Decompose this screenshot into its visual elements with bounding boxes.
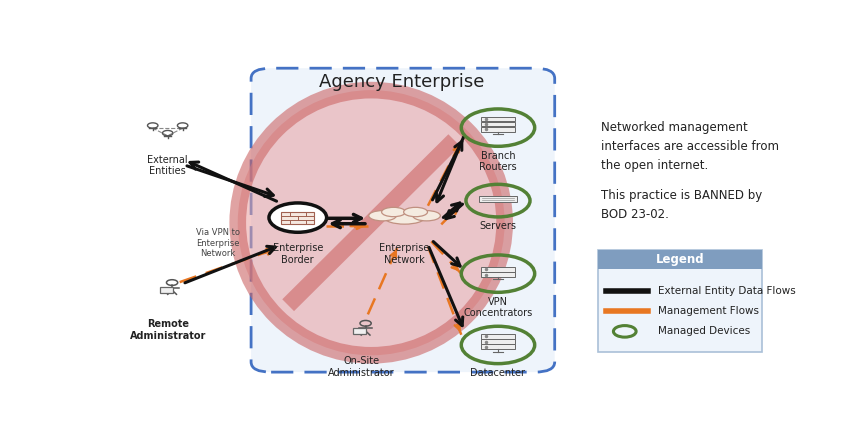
Text: Legend: Legend (655, 253, 704, 266)
Text: Servers: Servers (480, 221, 517, 231)
FancyBboxPatch shape (598, 250, 761, 269)
FancyBboxPatch shape (159, 288, 173, 293)
Text: Enterprise
Network: Enterprise Network (380, 243, 430, 265)
Text: Datacenter: Datacenter (470, 368, 525, 378)
Ellipse shape (412, 211, 440, 221)
FancyBboxPatch shape (480, 344, 516, 349)
Ellipse shape (404, 207, 428, 217)
Text: Agency Enterprise: Agency Enterprise (319, 73, 484, 91)
Circle shape (269, 203, 326, 232)
Text: VPN
Concentrators: VPN Concentrators (463, 297, 533, 318)
Ellipse shape (381, 207, 406, 217)
FancyBboxPatch shape (353, 328, 366, 334)
Text: Via VPN to
Enterprise
Network: Via VPN to Enterprise Network (195, 228, 239, 258)
Text: This practice is BANNED by
BOD 23-02.: This practice is BANNED by BOD 23-02. (601, 189, 763, 221)
FancyBboxPatch shape (251, 68, 554, 372)
Text: Enterprise
Border: Enterprise Border (273, 243, 323, 265)
Text: Networked management
interfaces are accessible from
the open internet.: Networked management interfaces are acce… (601, 121, 779, 172)
Text: Managed Devices: Managed Devices (658, 326, 751, 336)
Text: Management Flows: Management Flows (658, 306, 759, 316)
FancyBboxPatch shape (480, 127, 516, 131)
FancyBboxPatch shape (480, 272, 516, 277)
FancyBboxPatch shape (480, 334, 516, 339)
Ellipse shape (238, 90, 505, 355)
Ellipse shape (384, 211, 424, 224)
Text: External
Entities: External Entities (147, 155, 188, 176)
FancyBboxPatch shape (480, 117, 516, 121)
FancyBboxPatch shape (598, 250, 761, 352)
FancyBboxPatch shape (480, 339, 516, 344)
FancyBboxPatch shape (480, 122, 516, 127)
Text: On-Site
Administrator: On-Site Administrator (328, 356, 394, 378)
Ellipse shape (369, 211, 396, 221)
Text: Branch
Routers: Branch Routers (480, 151, 517, 172)
Text: External Entity Data Flows: External Entity Data Flows (658, 286, 796, 295)
Text: Remote
Administrator: Remote Administrator (129, 319, 206, 341)
FancyBboxPatch shape (282, 212, 314, 224)
FancyBboxPatch shape (480, 267, 516, 272)
FancyBboxPatch shape (480, 196, 517, 202)
